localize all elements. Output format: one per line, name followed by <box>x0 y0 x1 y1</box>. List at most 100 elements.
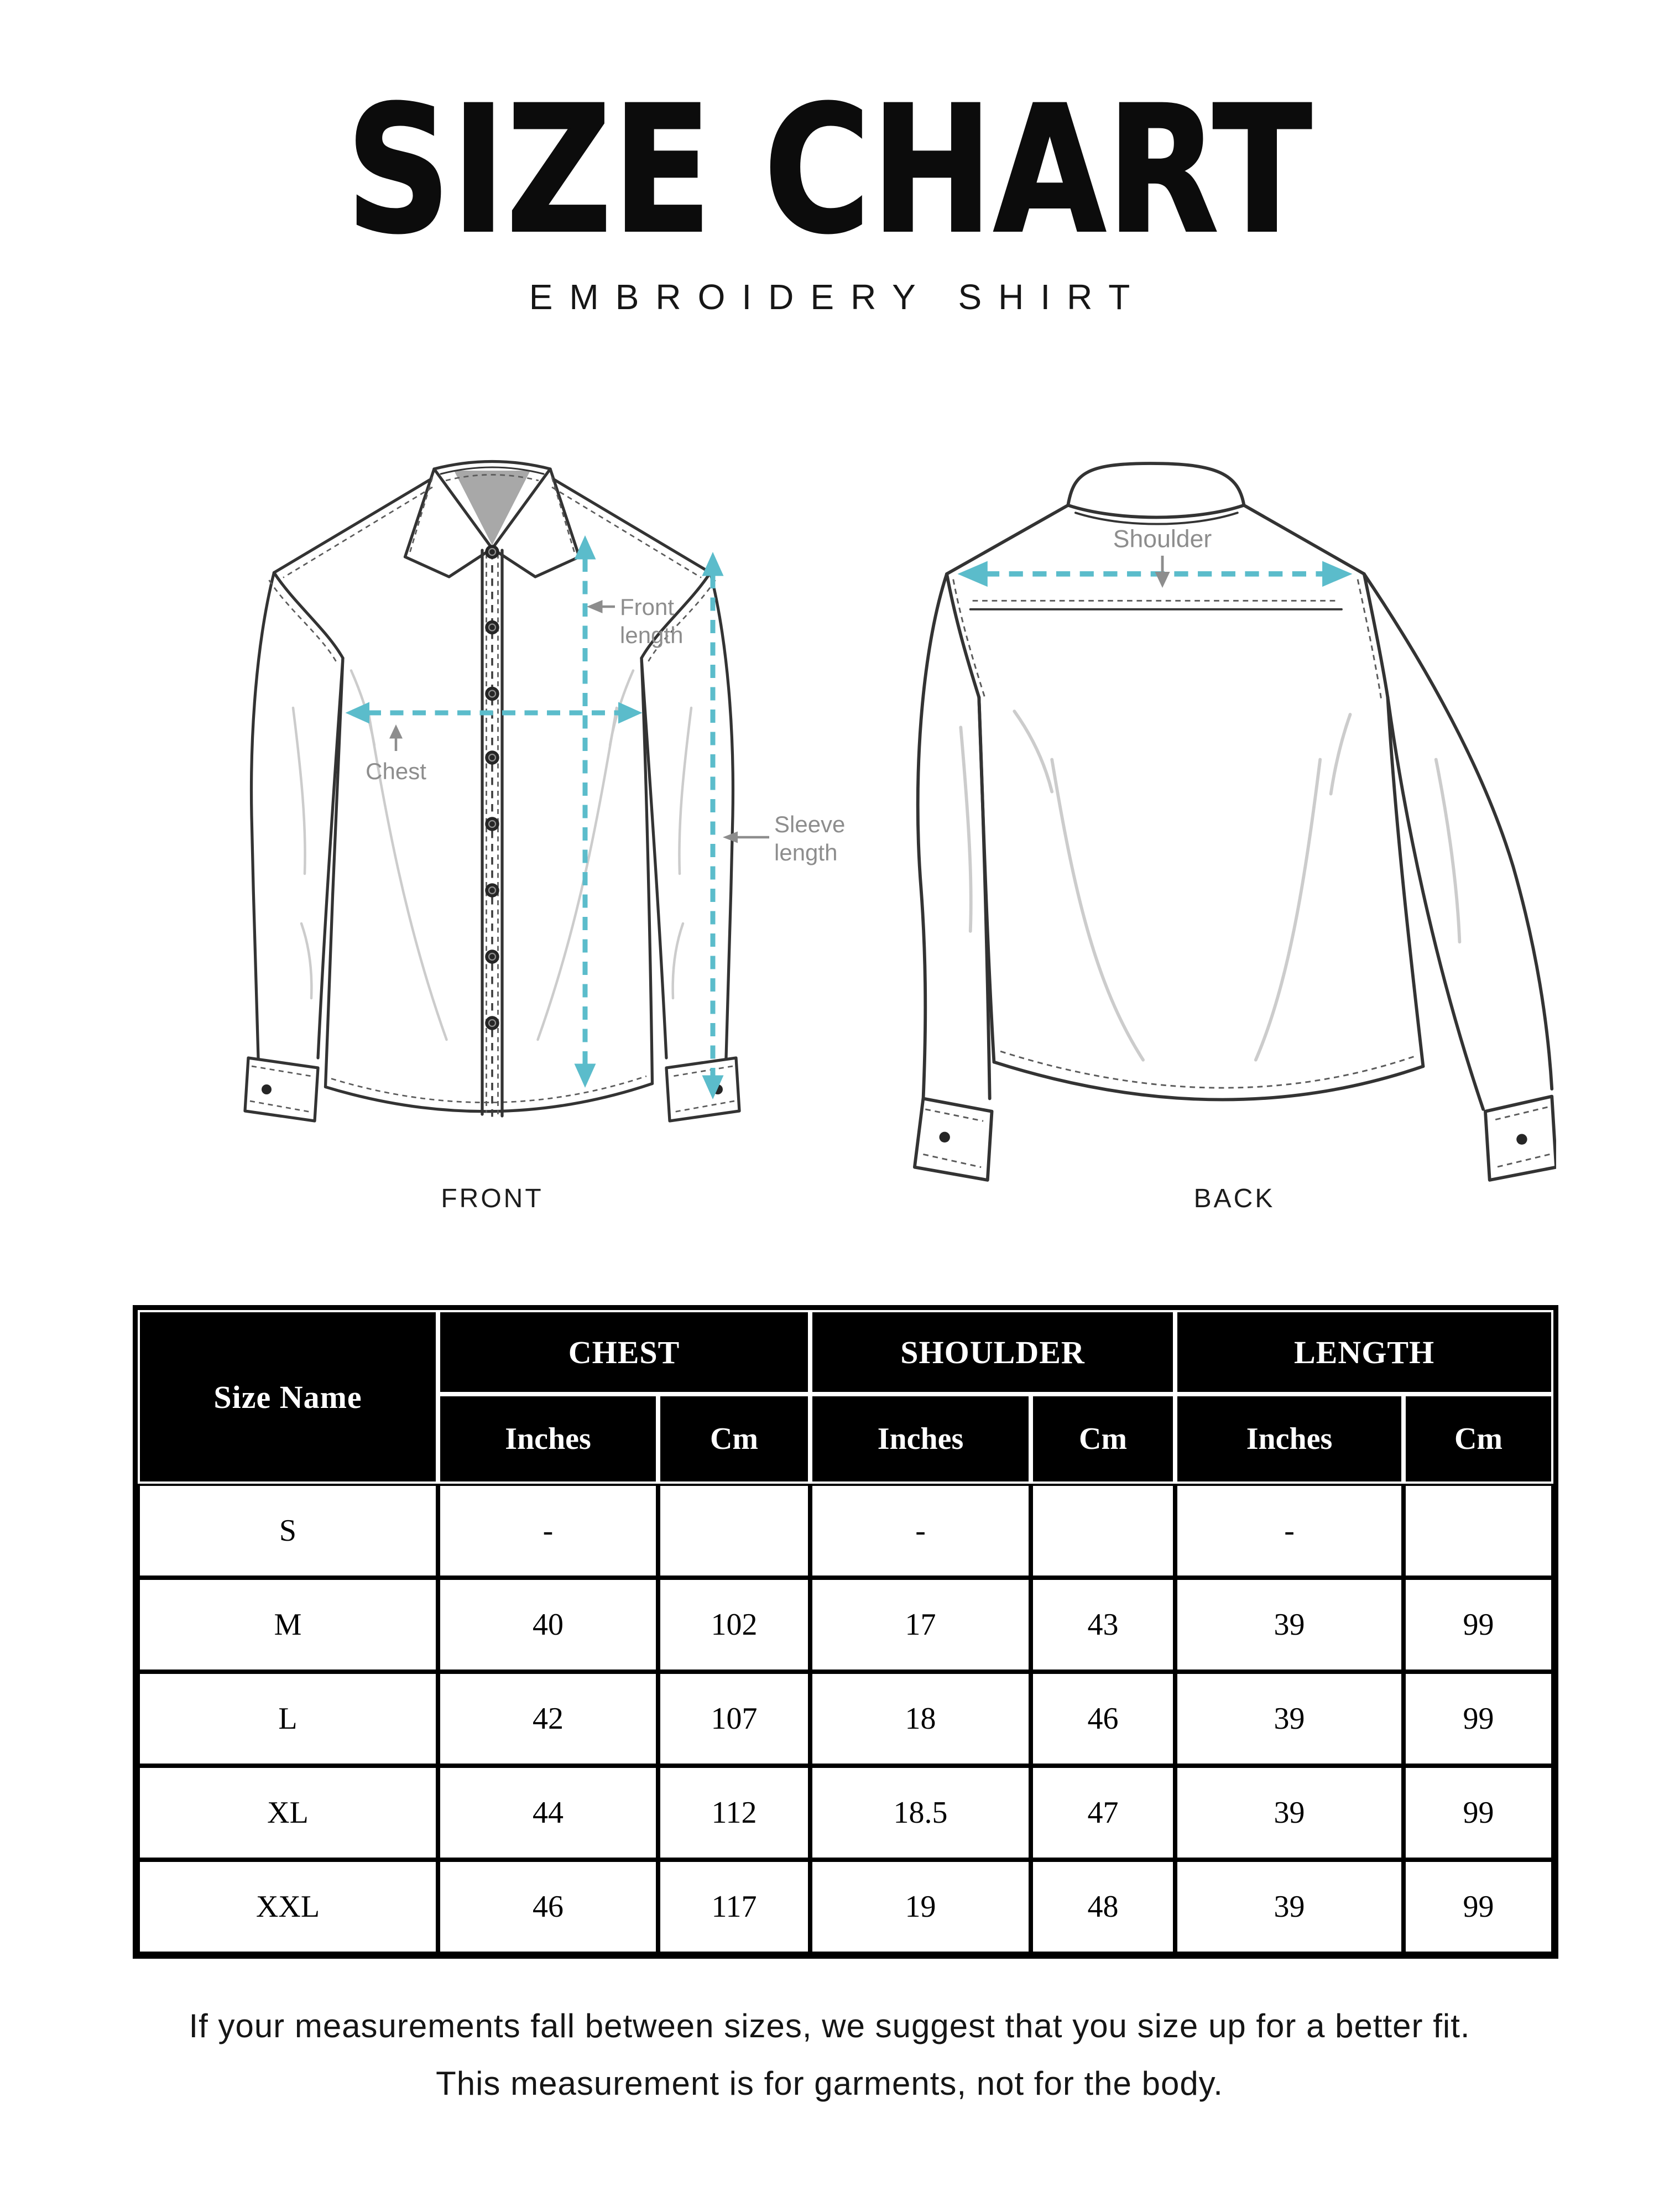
value-cell: 117 <box>658 1860 811 1954</box>
value-cell: 47 <box>1031 1766 1176 1860</box>
value-cell: 39 <box>1175 1860 1404 1954</box>
fit-note-line2: This measurement is for garments, not fo… <box>436 2065 1223 2102</box>
unit-header: Cm <box>1031 1394 1176 1484</box>
sleeve-length-label: Sleeve length <box>723 811 845 865</box>
fit-note-line1: If your measurements fall between sizes,… <box>189 2007 1470 2044</box>
value-cell: 112 <box>658 1766 811 1860</box>
value-cell: - <box>810 1484 1031 1578</box>
back-shoulders <box>945 503 1366 576</box>
value-cell <box>1031 1484 1176 1578</box>
value-cell: 99 <box>1404 1766 1554 1860</box>
button <box>485 620 499 635</box>
front-shirt-diagram: Front length Chest Sleeve length <box>243 460 845 1123</box>
back-cuffs <box>912 1094 1558 1182</box>
size-table: Size Name CHEST SHOULDER LENGTH Inches C… <box>133 1305 1559 1959</box>
value-cell: 102 <box>658 1578 811 1672</box>
collar-inner-shade <box>454 471 530 545</box>
value-cell: - <box>438 1484 658 1578</box>
sleeve-length-text: length <box>774 839 837 865</box>
back-yoke <box>969 599 1343 611</box>
page-title-text: SIZE CHART <box>345 69 1313 272</box>
value-cell: 42 <box>438 1672 658 1766</box>
arrow-up-icon <box>389 724 403 739</box>
button <box>485 950 499 964</box>
value-cell: 44 <box>438 1766 658 1860</box>
size-cell: L <box>138 1672 438 1766</box>
arrow-left-icon <box>587 600 603 613</box>
button <box>485 817 499 831</box>
back-shirt-diagram: Shoulder <box>912 462 1558 1182</box>
size-name-header: Size Name <box>138 1310 438 1484</box>
front-length-label: Front length <box>587 594 683 648</box>
front-length-arrow <box>574 535 596 1088</box>
length-header: LENGTH <box>1175 1310 1554 1394</box>
back-collar <box>1066 462 1246 525</box>
front-length-text: length <box>620 622 683 648</box>
value-cell: 19 <box>810 1860 1031 1954</box>
size-cell: S <box>138 1484 438 1578</box>
fit-note: If your measurements fall between sizes,… <box>0 2006 1659 2104</box>
table-row: L 42 107 18 46 39 99 <box>138 1672 1554 1766</box>
value-cell <box>1404 1484 1554 1578</box>
arrow-down-icon <box>1155 571 1170 588</box>
shoulder-text: Shoulder <box>1113 525 1212 552</box>
table-unit-header-row: Inches Cm Inches Cm Inches Cm <box>138 1394 1554 1484</box>
front-length-text: Front <box>620 594 674 620</box>
value-cell: 18.5 <box>810 1766 1031 1860</box>
unit-header: Inches <box>1175 1394 1404 1484</box>
page-subtitle-text: EMBROIDERY SHIRT <box>529 277 1147 317</box>
front-shoulders <box>272 478 712 578</box>
value-cell <box>658 1484 811 1578</box>
table-group-header-row: Size Name CHEST SHOULDER LENGTH <box>138 1310 1554 1484</box>
front-placket <box>481 549 504 1123</box>
front-cuffs <box>243 1056 741 1123</box>
chest-label: Chest <box>366 724 426 784</box>
chest-arrow <box>345 702 643 724</box>
table-row: XXL 46 117 19 48 39 99 <box>138 1860 1554 1954</box>
value-cell: - <box>1175 1484 1404 1578</box>
value-cell: 43 <box>1031 1578 1176 1672</box>
front-caption: FRONT <box>441 1184 544 1213</box>
value-cell: 99 <box>1404 1578 1554 1672</box>
value-cell: 99 <box>1404 1860 1554 1954</box>
value-cell: 107 <box>658 1672 811 1766</box>
button <box>485 750 499 765</box>
value-cell: 99 <box>1404 1672 1554 1766</box>
value-cell: 39 <box>1175 1766 1404 1860</box>
front-body <box>324 656 654 1113</box>
value-cell: 46 <box>1031 1672 1176 1766</box>
unit-header: Cm <box>658 1394 811 1484</box>
back-sleeves <box>916 572 1554 1111</box>
value-cell: 18 <box>810 1672 1031 1766</box>
unit-header: Cm <box>1404 1394 1554 1484</box>
value-cell: 39 <box>1175 1672 1404 1766</box>
unit-header: Inches <box>810 1394 1031 1484</box>
value-cell: 46 <box>438 1860 658 1954</box>
table-row: S - - - <box>138 1484 1554 1578</box>
chest-text: Chest <box>366 758 426 784</box>
shoulder-label: Shoulder <box>1113 525 1212 588</box>
size-cell: XL <box>138 1766 438 1860</box>
back-body <box>977 696 1425 1102</box>
back-fold-lines <box>959 709 1462 1062</box>
size-cell: M <box>138 1578 438 1672</box>
shoulder-arrow <box>957 561 1353 587</box>
back-caption: BACK <box>1193 1184 1275 1213</box>
back-armholes <box>945 572 1390 700</box>
button <box>485 1016 499 1030</box>
front-shirt-figure: Front length Chest Sleeve length <box>243 459 874 1123</box>
value-cell: 39 <box>1175 1578 1404 1672</box>
page-subtitle: EMBROIDERY SHIRT <box>0 277 1659 317</box>
value-cell: 40 <box>438 1578 658 1672</box>
chest-header: CHEST <box>438 1310 811 1394</box>
front-collar <box>403 460 581 578</box>
front-buttons <box>485 545 499 1030</box>
value-cell: 48 <box>1031 1860 1176 1954</box>
sleeve-length-text: Sleeve <box>774 811 845 837</box>
back-shirt-figure: Shoulder <box>912 459 1558 1183</box>
button <box>485 686 499 701</box>
shoulder-header: SHOULDER <box>810 1310 1176 1394</box>
table-row: XL 44 112 18.5 47 39 99 <box>138 1766 1554 1860</box>
page-title: SIZE CHART <box>0 69 1659 272</box>
value-cell: 17 <box>810 1578 1031 1672</box>
